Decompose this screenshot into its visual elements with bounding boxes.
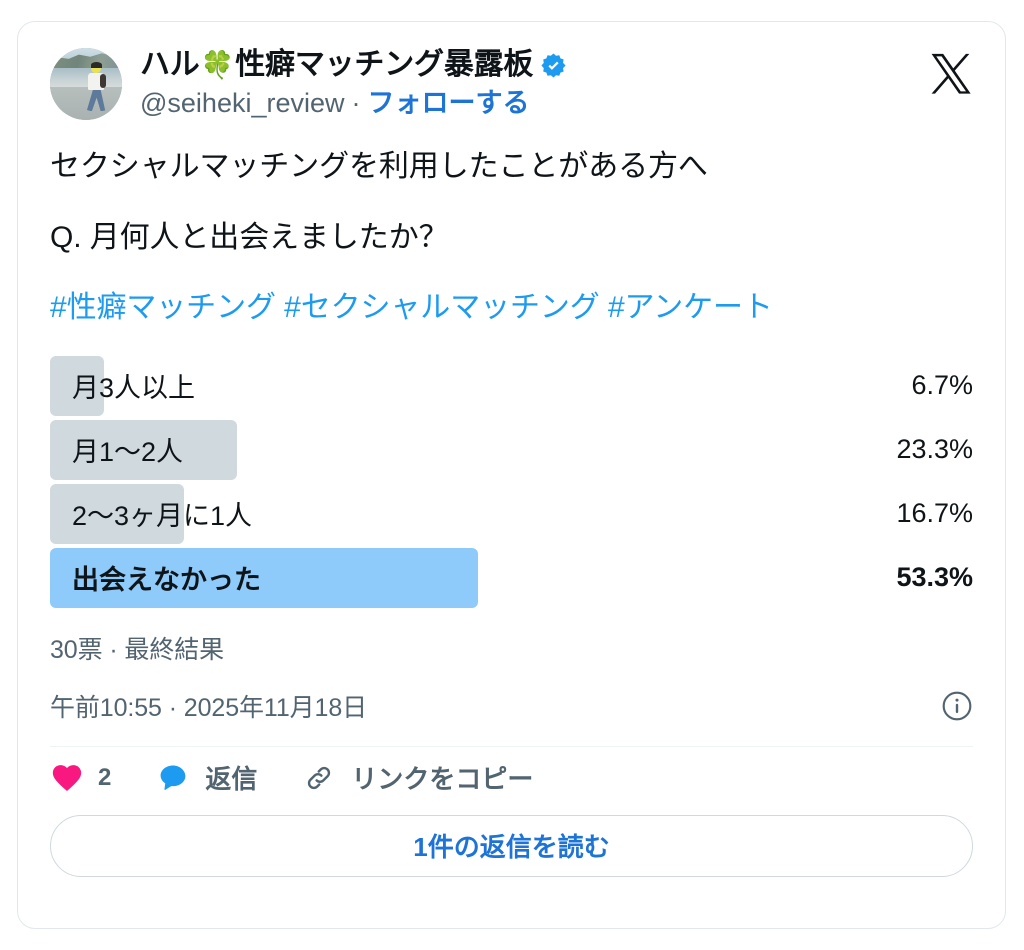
tweet-text-spacer-2	[50, 259, 973, 287]
poll-option-percent: 16.7%	[896, 498, 973, 529]
follow-link[interactable]: フォローする	[367, 88, 530, 118]
tweet-card: ハル 🍀 性癖マッチング暴露板 @seiheki_review ·	[17, 21, 1006, 929]
avatar-person-legs	[86, 88, 106, 112]
copy-link-label: リンクをコピー	[351, 764, 534, 795]
display-name-suffix[interactable]: 性癖マッチング暴露板	[235, 48, 534, 81]
verified-badge-icon	[540, 52, 567, 79]
avatar-person	[86, 62, 110, 112]
display-name[interactable]: ハル	[140, 48, 200, 81]
poll-option-bar	[50, 547, 478, 608]
poll-option-percent: 6.7%	[911, 370, 973, 401]
poll-option-bar	[50, 483, 185, 544]
handle-row: @seiheki_review · フォローする	[140, 88, 567, 119]
handle[interactable]: @seiheki_review	[140, 88, 345, 118]
avatar-person-hair	[90, 62, 102, 69]
reply-button[interactable]: 返信	[157, 759, 257, 796]
poll-option-percent: 53.3%	[896, 562, 973, 593]
timestamp: 午前10:55 · 2025年11月18日	[50, 693, 368, 722]
poll-option-bar	[50, 355, 104, 416]
clover-icon: 🍀	[200, 49, 235, 80]
avatar-person-backpack	[100, 73, 106, 89]
avatar[interactable]	[50, 48, 122, 120]
like-count: 2	[98, 763, 112, 791]
link-icon	[303, 762, 335, 794]
action-bar: 2 返信	[50, 747, 973, 809]
hashtag-line[interactable]: #性癖マッチング #セクシャルマッチング #アンケート	[50, 291, 773, 325]
poll-option-label: 月1〜2人	[72, 437, 184, 468]
poll-option-label: 月3人以上	[72, 373, 196, 404]
tweet-text-line-1: セクシャルマッチングを利用したことがある方へ	[50, 150, 708, 183]
tweet-text-spacer	[50, 189, 973, 217]
poll-option-row: 出会えなかった 53.3%	[50, 547, 973, 608]
poll-option-track: 月3人以上	[50, 355, 853, 416]
like-button[interactable]: 2	[50, 761, 111, 795]
poll-option-track: 2〜3ヶ月に1人	[50, 483, 853, 544]
separator-dot: ·	[351, 88, 361, 118]
read-replies-button[interactable]: 1件の返信を読む	[50, 814, 973, 877]
copy-link-button[interactable]: リンクをコピー	[303, 759, 533, 796]
tweet-text: セクシャルマッチングを利用したことがある方へ Q. 月何人と出会えましたか？ #…	[50, 146, 973, 330]
reply-label: 返信	[205, 764, 258, 795]
poll: 月3人以上 6.7% 月1〜2人 23.3% 2〜3ヶ月に1人 16.7% 出会えなかった 5…	[50, 355, 973, 608]
avatar-photo	[50, 48, 122, 120]
poll-option-row: 月1〜2人 23.3%	[50, 419, 973, 480]
avatar-beach	[50, 86, 122, 120]
timestamp-row: 午前10:55 · 2025年11月18日	[50, 688, 973, 724]
x-logo-icon[interactable]	[929, 52, 973, 96]
divider	[50, 745, 973, 747]
poll-option-label: 出会えなかった	[72, 565, 261, 596]
poll-option-track: 出会えなかった	[50, 547, 853, 608]
info-circle-icon[interactable]	[941, 690, 973, 722]
poll-option-percent: 23.3%	[896, 434, 973, 465]
avatar-sky	[50, 48, 122, 60]
tweet-header: ハル 🍀 性癖マッチング暴露板 @seiheki_review ·	[50, 48, 973, 120]
display-name-row: ハル 🍀 性癖マッチング暴露板	[140, 50, 567, 80]
poll-option-label: 2〜3ヶ月に1人	[72, 501, 253, 532]
poll-option-row: 2〜3ヶ月に1人 16.7%	[50, 483, 973, 544]
poll-option-bar	[50, 419, 238, 480]
avatar-person-torso	[88, 72, 104, 90]
tweet-text-line-2: Q. 月何人と出会えましたか？	[50, 220, 449, 254]
heart-icon	[50, 761, 84, 795]
avatar-person-face-smiley	[91, 63, 102, 74]
poll-meta: 30票 · 最終結果	[50, 635, 225, 664]
poll-option-track: 月1〜2人	[50, 419, 853, 480]
author-info: ハル 🍀 性癖マッチング暴露板 @seiheki_review ·	[140, 48, 567, 119]
poll-option-row: 月3人以上 6.7%	[50, 355, 973, 416]
speech-bubble-icon	[157, 762, 189, 794]
tweet-card-inner: ハル 🍀 性癖マッチング暴露板 @seiheki_review ·	[18, 22, 1005, 877]
